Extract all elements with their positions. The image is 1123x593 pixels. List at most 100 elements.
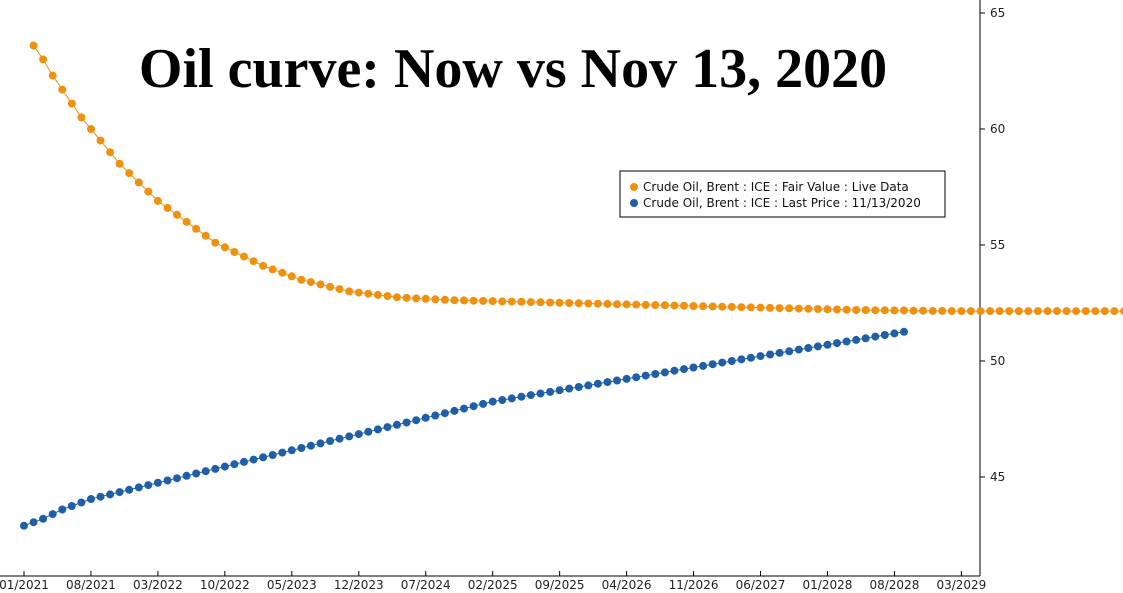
data-point [546, 387, 555, 396]
data-point [421, 413, 430, 422]
data-point [67, 502, 76, 510]
data-point [1091, 307, 1100, 316]
data-point [134, 178, 143, 187]
data-point [259, 453, 268, 462]
data-point [421, 294, 430, 303]
data-point [58, 505, 67, 514]
data-point [794, 345, 803, 354]
data-point [622, 374, 631, 383]
data-point [297, 275, 306, 284]
data-point [574, 383, 583, 391]
data-point [584, 299, 593, 308]
data-point [833, 339, 841, 348]
data-point [584, 381, 593, 390]
y-tick-label: 60 [990, 122, 1005, 136]
data-point [565, 299, 574, 307]
data-point [995, 307, 1004, 316]
data-point [1062, 307, 1071, 316]
data-point [249, 455, 258, 464]
data-point [48, 510, 57, 519]
data-point [708, 302, 717, 311]
data-point [115, 488, 124, 497]
data-point [316, 280, 325, 289]
data-point [622, 300, 631, 309]
data-point [201, 231, 210, 240]
data-point [718, 302, 727, 311]
data-point [680, 301, 688, 310]
data-point [536, 298, 545, 307]
data-point [163, 203, 172, 212]
data-point [230, 460, 239, 469]
x-tick-label: 08/2028 [869, 578, 919, 592]
data-point [1081, 307, 1090, 316]
data-point [890, 329, 899, 338]
data-point [383, 423, 392, 432]
data-point [450, 406, 459, 415]
data-point [29, 41, 38, 50]
legend: Crude Oil, Brent : ICE : Fair Value : Li… [619, 170, 946, 218]
data-point [947, 307, 956, 316]
data-point [794, 304, 803, 313]
data-point [345, 432, 354, 441]
data-point [842, 305, 851, 314]
data-point [1100, 307, 1109, 316]
data-point [775, 348, 784, 357]
data-point [746, 353, 755, 362]
data-point [364, 289, 373, 298]
series-layer [20, 41, 1123, 530]
x-tick-label: 04/2026 [602, 578, 652, 592]
data-point [689, 363, 698, 372]
data-point [412, 294, 421, 303]
data-point [804, 304, 813, 313]
data-point [354, 288, 363, 297]
x-axis-ticks: 01/2021 08/2021 03/2022 10/2022 05/2023 12/20… [0, 571, 986, 592]
data-point [306, 441, 315, 450]
legend-label-fair-value: Crude Oil, Brent : ICE : Fair Value : Li… [643, 180, 909, 194]
data-point [737, 303, 746, 312]
data-point [39, 514, 48, 523]
data-point [680, 365, 688, 374]
data-point [163, 476, 172, 485]
data-point [507, 394, 516, 403]
data-point [574, 299, 583, 308]
data-point [718, 358, 727, 367]
data-point [813, 342, 822, 351]
data-point [593, 379, 602, 388]
data-point [737, 355, 746, 364]
data-point [1072, 307, 1081, 316]
y-tick-label: 45 [990, 470, 1005, 484]
y-tick-label: 50 [990, 354, 1005, 368]
data-point [268, 265, 277, 274]
data-point [900, 327, 908, 336]
data-point [928, 306, 937, 315]
data-point [125, 169, 134, 178]
data-point [469, 402, 478, 411]
data-point [823, 340, 832, 349]
data-point [526, 391, 535, 400]
data-point [766, 350, 775, 359]
data-point [976, 307, 985, 316]
data-point [880, 331, 889, 339]
data-point [1053, 307, 1061, 316]
data-point [326, 282, 335, 291]
y-axis-ticks: 45 50 55 60 65 [980, 6, 1005, 484]
data-point [220, 243, 229, 252]
data-point [699, 361, 708, 370]
data-point [861, 334, 870, 343]
data-point [326, 437, 335, 445]
data-point [1024, 307, 1033, 316]
data-point [373, 425, 382, 434]
data-point [144, 481, 153, 490]
x-tick-label: 03/2029 [936, 578, 986, 592]
data-point [393, 293, 401, 302]
data-point [96, 492, 105, 501]
data-point [278, 268, 287, 277]
data-point [526, 298, 535, 307]
data-point [29, 518, 38, 527]
data-point [555, 298, 564, 307]
data-point [125, 485, 134, 494]
data-point [785, 304, 794, 313]
data-point [153, 478, 162, 487]
data-point [660, 368, 669, 377]
